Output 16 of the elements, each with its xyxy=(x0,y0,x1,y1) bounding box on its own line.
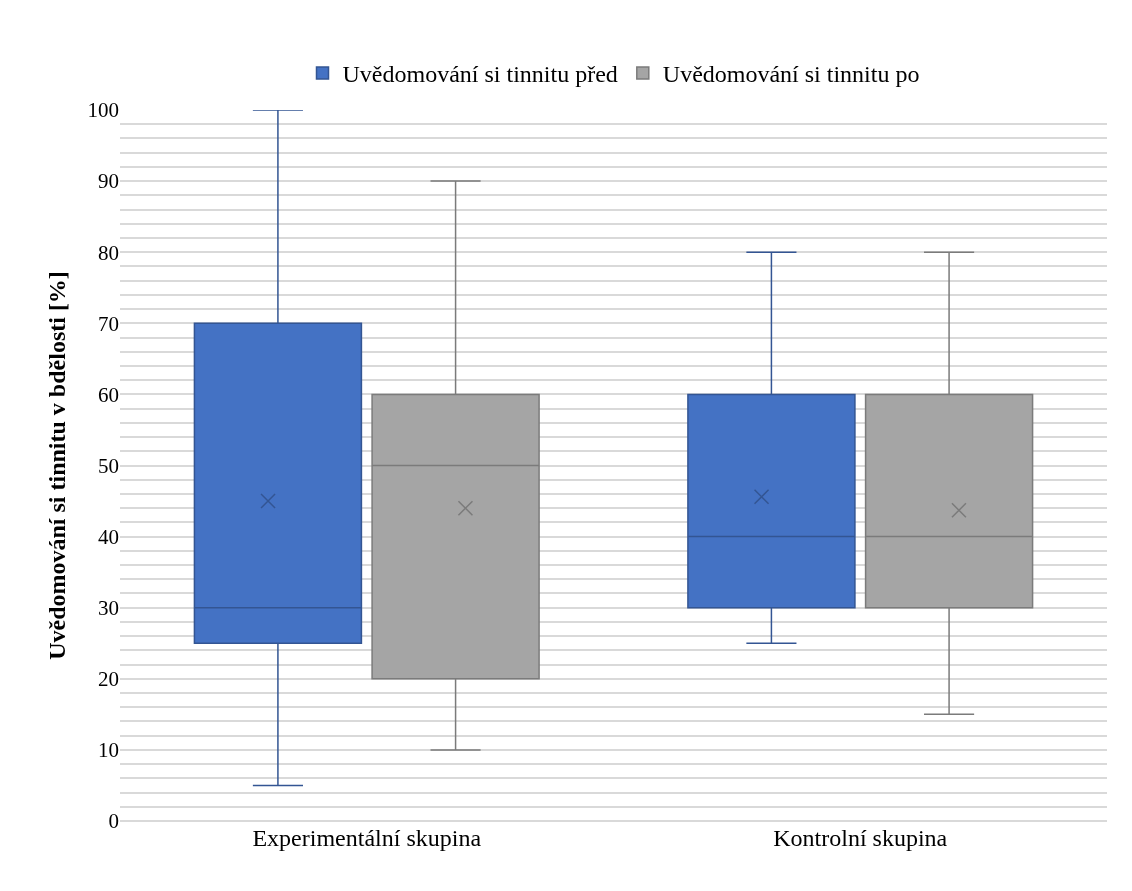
legend-label: Uvědomování si tinnitu po xyxy=(662,61,920,88)
y-tick-label: 50 xyxy=(98,453,119,478)
y-tick-label: 30 xyxy=(98,596,119,621)
y-tick-label: 10 xyxy=(98,738,119,763)
x-tick-label: Kontrolní skupina xyxy=(773,825,948,851)
y-tick-label: 70 xyxy=(98,311,119,336)
y-tick-label: 90 xyxy=(98,169,119,194)
y-tick-label: 80 xyxy=(98,240,119,265)
y-tick-label: 40 xyxy=(98,524,119,549)
y-axis-title: Uvědomování si tinnitu v bdělosti [%] xyxy=(43,271,70,660)
x-tick-label: Experimentální skupina xyxy=(252,825,482,851)
y-tick-label: 60 xyxy=(98,382,119,407)
y-tick-label: 0 xyxy=(108,809,119,834)
y-tick-label: 20 xyxy=(98,667,119,692)
y-tick-label: 100 xyxy=(87,98,119,123)
legend-label: Uvědomování si tinnitu před xyxy=(342,61,618,88)
